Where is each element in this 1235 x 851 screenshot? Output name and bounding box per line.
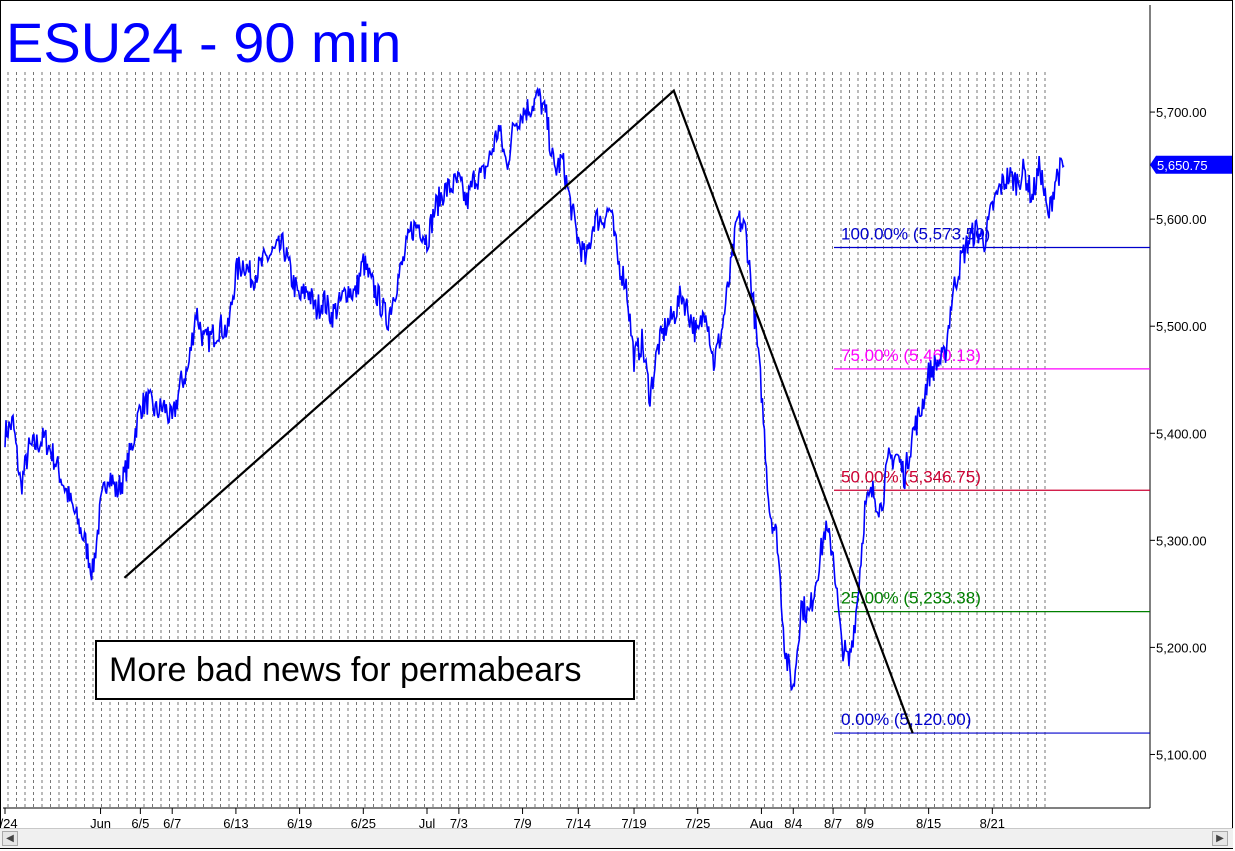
x-tick-label: 6/25 — [351, 816, 376, 831]
x-tick-label: 6/19 — [287, 816, 312, 831]
price-series-line — [4, 86, 1065, 691]
x-tick-label: 8/4 — [784, 816, 802, 831]
fib-level-label: 0.00% (5,120.00) — [841, 710, 971, 729]
fib-level-label: 25.00% (5,233.38) — [841, 589, 981, 608]
annotation-box: More bad news for permabears — [95, 640, 635, 700]
x-tick-label: 8/21 — [980, 816, 1005, 831]
x-tick-label: Jul — [419, 816, 436, 831]
x-tick-label: 6/7 — [163, 816, 181, 831]
x-axis: 5/24 Jun 6/5 6/7 6/13 6/19 6/25 Jul 7/3 7/9 7/14 7/… — [0, 808, 1005, 831]
x-tick-label: 8/15 — [916, 816, 941, 831]
x-tick-label: 6/5 — [131, 816, 149, 831]
fibonacci-levels: 100.00% (5,573.50) 75.00% (5,460.13) 50.00… — [834, 225, 1150, 734]
x-tick-label: 6/13 — [223, 816, 248, 831]
x-tick-label: 7/3 — [450, 816, 468, 831]
horizontal-scrollbar[interactable]: ◀ ▶ — [0, 828, 1233, 848]
y-tick-label: 5,400.00 — [1156, 426, 1207, 441]
y-tick-label: 5,200.00 — [1156, 640, 1207, 655]
x-tick-label: 7/19 — [621, 816, 646, 831]
x-tick-label: Aug — [750, 816, 773, 831]
fib-level-label: 100.00% (5,573.50) — [841, 225, 990, 244]
last-price-tag — [1150, 155, 1232, 174]
scroll-right-icon[interactable]: ▶ — [1212, 831, 1228, 846]
scroll-left-icon[interactable]: ◀ — [2, 831, 18, 846]
x-tick-label: 7/9 — [514, 816, 532, 831]
chart-title: ESU24 - 90 min — [6, 11, 401, 74]
last-price-label: 5,650.75 — [1157, 158, 1208, 173]
y-tick-label: 5,500.00 — [1156, 319, 1207, 334]
fib-level-label: 75.00% (5,460.13) — [841, 346, 981, 365]
y-tick-label: 5,100.00 — [1156, 747, 1207, 762]
y-tick-label: 5,600.00 — [1156, 212, 1207, 227]
x-tick-label: Jun — [90, 816, 111, 831]
x-tick-label: 7/14 — [566, 816, 591, 831]
x-tick-label: 7/25 — [685, 816, 710, 831]
y-axis: 5,700.00 5,600.00 5,500.00 5,400.00 5,300.00… — [1150, 105, 1207, 762]
last-price-marker: 5,650.75 — [1150, 155, 1232, 174]
x-tick-label: 8/9 — [856, 816, 874, 831]
y-tick-label: 5,300.00 — [1156, 533, 1207, 548]
fib-level-label: 50.00% (5,346.75) — [841, 467, 981, 486]
x-tick-label: 5/24 — [0, 816, 18, 831]
x-tick-label: 8/7 — [824, 816, 842, 831]
trendline — [123, 88, 914, 734]
y-tick-label: 5,700.00 — [1156, 105, 1207, 120]
